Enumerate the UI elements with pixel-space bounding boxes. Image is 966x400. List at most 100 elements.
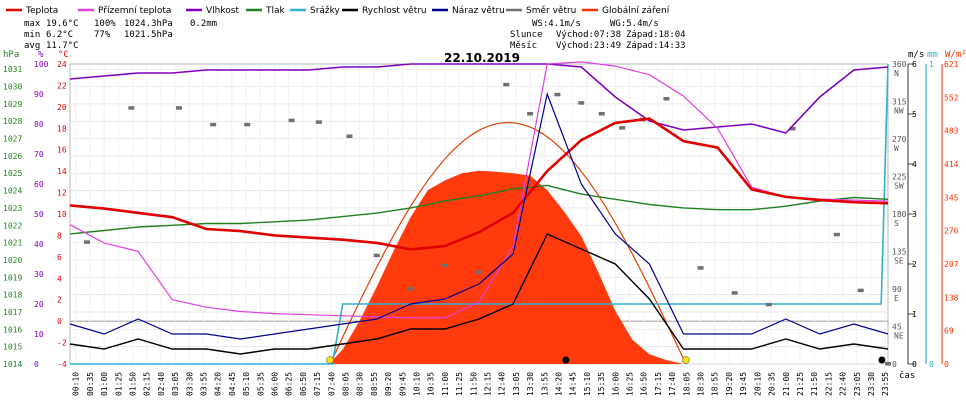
wind-dir-mark-3 — [210, 122, 217, 127]
x-tick-23: 09:45 — [398, 372, 407, 396]
x-tick-52: 21:50 — [810, 372, 819, 396]
stats-block: max 19.6°C 100% 1024.3hPa 0.2mm min 6.2°… — [24, 19, 686, 51]
wind-dir-mark-9 — [407, 287, 414, 291]
hpa-tick-7: 1024 — [3, 187, 22, 196]
legend-label-0: Teplota — [25, 6, 58, 16]
pct-tick-8: 20 — [34, 300, 44, 309]
plot-area — [69, 61, 891, 366]
x-tick-55: 23:05 — [853, 372, 862, 396]
x-tick-42: 17:40 — [668, 372, 677, 396]
wm2-tick-4: 345 — [944, 193, 959, 202]
x-tick-16: 06:50 — [299, 372, 308, 396]
wm2-tick-8: 69 — [944, 327, 954, 336]
x-tick-35: 14:45 — [569, 372, 578, 396]
pct-tick-2: 80 — [34, 120, 44, 129]
legend-label-8: Globální záření — [602, 6, 670, 16]
hpa-tick-6: 1025 — [3, 169, 22, 178]
x-tick-37: 15:35 — [597, 372, 606, 396]
wind-dir-mark-19 — [663, 97, 670, 101]
pct-tick-3: 70 — [34, 150, 44, 159]
moon-label: Měsíc — [510, 41, 537, 51]
dir-tick-3: 225 — [892, 173, 907, 182]
x-tick-14: 06:00 — [271, 372, 280, 396]
x-tick-26: 11:00 — [441, 372, 450, 396]
x-tick-50: 21:00 — [782, 372, 791, 396]
wind-dir-mark-21 — [731, 291, 738, 295]
pct-tick-0: 100 — [34, 60, 49, 69]
mm-tick-1: 0 — [929, 360, 934, 369]
degc-tick-10: 4 — [57, 274, 62, 283]
x-tick-20: 08:30 — [356, 372, 365, 396]
x-tick-53: 22:15 — [824, 372, 833, 396]
dir-name-7: NE — [894, 332, 904, 341]
x-tick-33: 13:55 — [540, 372, 549, 396]
wm2-tick-0: 621 — [944, 60, 959, 69]
x-tick-0: 00:10 — [72, 372, 81, 396]
x-tick-25: 10:35 — [427, 372, 436, 396]
wm2-tick-2: 483 — [944, 127, 959, 136]
x-tick-2: 01:00 — [100, 372, 109, 396]
x-tick-21: 08:55 — [370, 372, 379, 396]
pct-tick-1: 90 — [34, 90, 44, 99]
legend-label-6: Náraz větru — [452, 6, 505, 16]
moonset-marker — [562, 356, 570, 364]
x-tick-15: 06:25 — [285, 372, 294, 396]
x-tick-36: 15:10 — [583, 372, 592, 396]
dir-name-3: SW — [894, 182, 904, 191]
dir-name-1: NW — [894, 107, 904, 116]
hpa-tick-8: 1023 — [3, 204, 22, 213]
max-pressure: 1024.3hPa — [124, 19, 173, 29]
x-tick-49: 20:35 — [768, 372, 777, 396]
dir-tick-0: 360 — [892, 60, 907, 69]
pct-tick-4: 60 — [34, 180, 44, 189]
wm2-tick-9: 0 — [944, 360, 949, 369]
wind-dir-mark-23 — [789, 127, 796, 131]
wm2-tick-3: 414 — [944, 160, 959, 169]
legend: Teplota Přízemní teplota Vlhkost Tlak Srážky… — [6, 6, 670, 16]
ms-tick-1: 5 — [912, 110, 917, 119]
ms-tick-5: 1 — [912, 310, 917, 319]
unit-wm2: W/m² — [945, 50, 966, 60]
ms-tick-0: 6 — [912, 60, 917, 69]
x-tick-48: 20:10 — [753, 372, 762, 396]
x-tick-45: 18:55 — [711, 372, 720, 396]
x-tick-41: 17:15 — [654, 372, 663, 396]
x-tick-22: 09:20 — [384, 372, 393, 396]
unit-degc: °C — [58, 50, 69, 60]
avg-temp: 11.7°C — [46, 41, 79, 51]
ms-tick-3: 3 — [912, 210, 917, 219]
hpa-tick-3: 1028 — [3, 117, 22, 126]
max-label: max — [24, 19, 41, 29]
pct-tick-6: 40 — [34, 240, 44, 249]
min-label: min — [24, 30, 40, 40]
wind-speed-stat: WS:4.1m/s — [532, 19, 581, 29]
hpa-tick-14: 1017 — [3, 308, 22, 317]
wind-dir-mark-4 — [244, 122, 251, 127]
x-tick-28: 11:50 — [469, 372, 478, 396]
unit-ms: m/s — [908, 50, 924, 60]
hpa-tick-1: 1030 — [3, 83, 22, 92]
unit-pct: % — [38, 50, 44, 60]
min-temp: 6.2°C — [46, 30, 73, 40]
ms-tick-6: 0 — [912, 360, 917, 369]
x-tick-32: 13:30 — [526, 372, 535, 396]
x-tick-1: 00:35 — [86, 372, 95, 396]
degc-tick-12: 0 — [57, 317, 62, 326]
wind-dir-mark-17 — [619, 126, 626, 130]
hpa-tick-15: 1016 — [3, 325, 22, 334]
moonrise-value: Východ:23:49 — [556, 41, 621, 51]
hpa-tick-4: 1027 — [3, 135, 22, 144]
x-axis-label: čas — [899, 370, 915, 381]
degc-tick-13: -2 — [57, 339, 67, 348]
x-tick-34: 14:20 — [555, 372, 564, 396]
degc-tick-8: 8 — [57, 231, 62, 240]
series-humidity — [69, 63, 889, 134]
moonrise-marker — [878, 356, 886, 364]
wind-dir-mark-8 — [373, 253, 380, 258]
x-tick-4: 01:50 — [128, 372, 137, 396]
degc-tick-3: 18 — [57, 124, 67, 133]
degc-tick-5: 14 — [57, 167, 67, 176]
unit-mm: mm — [927, 50, 938, 60]
hpa-tick-9: 1022 — [3, 221, 22, 230]
